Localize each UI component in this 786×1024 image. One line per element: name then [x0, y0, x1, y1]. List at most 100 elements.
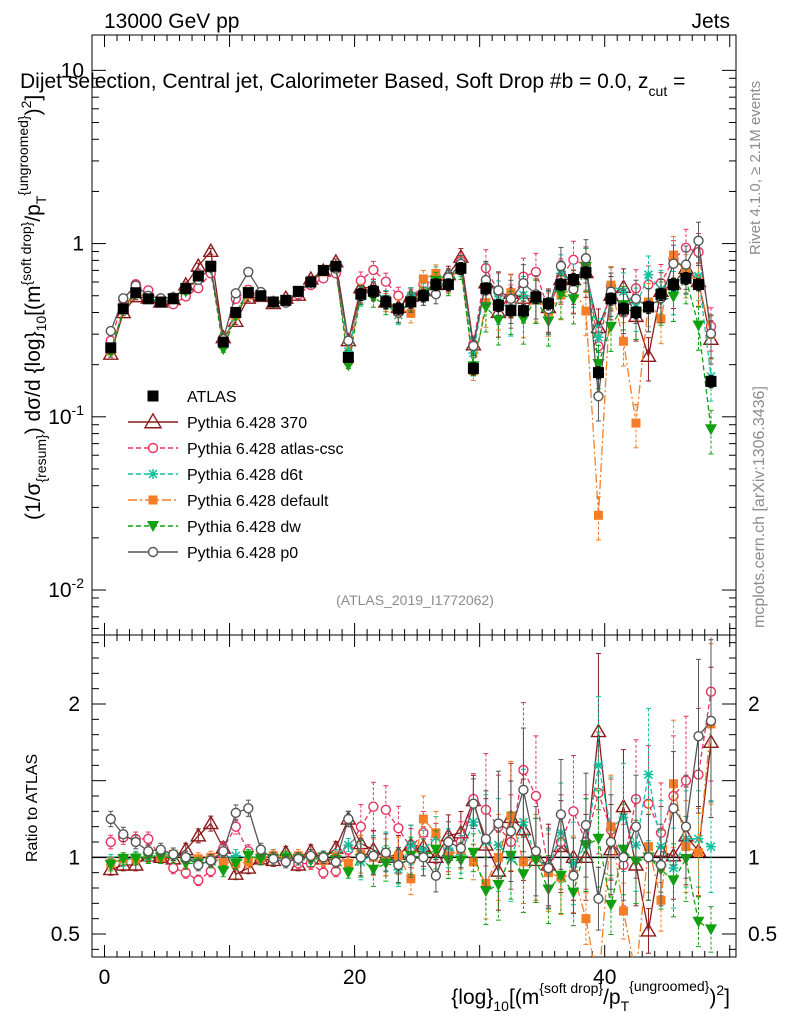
marker-open-triangle [202, 242, 220, 257]
marker-open-circle [193, 859, 204, 871]
marker-open-triangle [102, 861, 119, 876]
marker-open-circle [493, 818, 504, 829]
marker-square [618, 336, 628, 346]
marker-open-circle [293, 853, 304, 865]
marker-open-circle [155, 844, 166, 855]
marker-data-square [342, 351, 354, 363]
marker-open-circle [493, 285, 504, 296]
marker-open-triangle [190, 827, 207, 842]
marker-down-triangle [429, 844, 442, 856]
marker-down-triangle [692, 916, 705, 928]
marker-data-square [142, 293, 154, 305]
marker-down-triangle [242, 850, 255, 862]
legend: ATLAS Pythia 6.428 370 Pythia 6.428 atlas-… [128, 389, 344, 562]
marker-open-circle [118, 829, 129, 840]
marker-open-circle [230, 288, 242, 299]
marker-open-circle [605, 836, 617, 848]
legend-label-dw: Pythia 6.428 dw [187, 519, 301, 536]
marker-open-circle [330, 856, 342, 868]
marker-down-triangle [467, 847, 480, 859]
marker-down-triangle [704, 924, 717, 936]
marker-open-triangle [640, 922, 657, 937]
marker-down-triangle [517, 314, 530, 326]
marker-open-circle [318, 867, 329, 878]
marker-square [406, 308, 416, 318]
marker-open-circle [593, 893, 604, 904]
marker-open-circle [455, 842, 467, 854]
ratio-y-tick-label-right: 2 [748, 693, 760, 716]
marker-data-square [230, 307, 242, 319]
ratio-y-tick-label-right: 0.5 [748, 923, 777, 946]
marker-open-circle [168, 849, 179, 860]
plot-title-main: Dijet selection, Central jet, Calorimete… [20, 70, 649, 93]
marker-open-circle [480, 833, 492, 845]
marker-star [668, 863, 679, 874]
marker-data-square [180, 283, 192, 295]
marker-down-triangle [479, 886, 492, 898]
marker-data-square [192, 270, 204, 282]
marker-square [581, 914, 591, 924]
marker-open-circle [630, 821, 642, 832]
marker-open-triangle [640, 347, 657, 362]
marker-data-square [605, 293, 617, 305]
marker-open-circle [205, 855, 216, 866]
legend-item-default: Pythia 6.428 default [128, 493, 329, 510]
marker-open-circle [343, 813, 354, 825]
marker-data-square [517, 305, 529, 317]
marker-square [218, 857, 228, 867]
marker-data-square [267, 296, 279, 308]
marker-open-circle [393, 823, 404, 834]
marker-square [593, 510, 603, 520]
main-y-tick-label: 1 [72, 233, 84, 256]
plot-title: Dijet selection, Central jet, Calorimete… [20, 70, 685, 99]
marker-open-circle [705, 328, 717, 339]
marker-open-circle [368, 850, 379, 861]
legend-label-atlas-csc: Pythia 6.428 atlas-csc [187, 441, 344, 458]
marker-data-square [680, 272, 692, 284]
marker-open-circle [530, 790, 542, 802]
marker-open-circle [668, 258, 679, 269]
marker-square [418, 274, 428, 284]
marker-open-circle [143, 846, 154, 857]
legend-item-p0: Pythia 6.428 p0 [128, 545, 298, 562]
marker-open-circle [368, 801, 379, 812]
marker-down-triangle [667, 875, 680, 887]
marker-open-circle [218, 846, 229, 857]
marker-star [643, 769, 654, 780]
marker-open-circle [668, 803, 679, 814]
marker-data-square [280, 294, 292, 306]
marker-open-circle [405, 853, 417, 865]
marker-open-circle [530, 846, 542, 857]
marker-open-circle [555, 260, 567, 272]
legend-item-atlas: ATLAS [147, 389, 237, 406]
marker-open-circle [693, 235, 704, 246]
marker-data-square [217, 336, 229, 348]
marker-open-circle [168, 862, 179, 874]
marker-data-square [392, 303, 404, 315]
marker-open-triangle [227, 865, 245, 880]
marker-open-circle [180, 852, 191, 863]
marker-open-circle [368, 264, 379, 276]
marker-open-circle [280, 856, 292, 868]
marker-open-circle [655, 859, 667, 871]
marker-down-triangle [492, 315, 505, 327]
legend-label-atlas: ATLAS [187, 389, 237, 406]
marker-square [468, 857, 478, 867]
marker-data-square [305, 276, 317, 288]
marker-down-triangle [667, 291, 680, 303]
marker-open-circle [418, 852, 429, 863]
legend-item-370: Pythia 6.428 370 [128, 412, 307, 432]
marker-open-circle [147, 546, 159, 558]
marker-data-square [492, 299, 504, 311]
marker-open-triangle [127, 856, 144, 871]
marker-open-circle [555, 809, 567, 820]
main-y-tick-label: 10-2 [48, 575, 84, 602]
marker-data-square [480, 283, 492, 295]
marker-open-circle [118, 293, 129, 304]
x-axis-label: {log}10[(m{soft drop}/pT{ungroomed})2] [451, 978, 730, 1014]
marker-square [343, 858, 353, 868]
marker-open-circle [443, 836, 454, 848]
marker-data-square [130, 287, 142, 299]
marker-open-circle [505, 293, 517, 305]
ratio-series [102, 635, 720, 957]
